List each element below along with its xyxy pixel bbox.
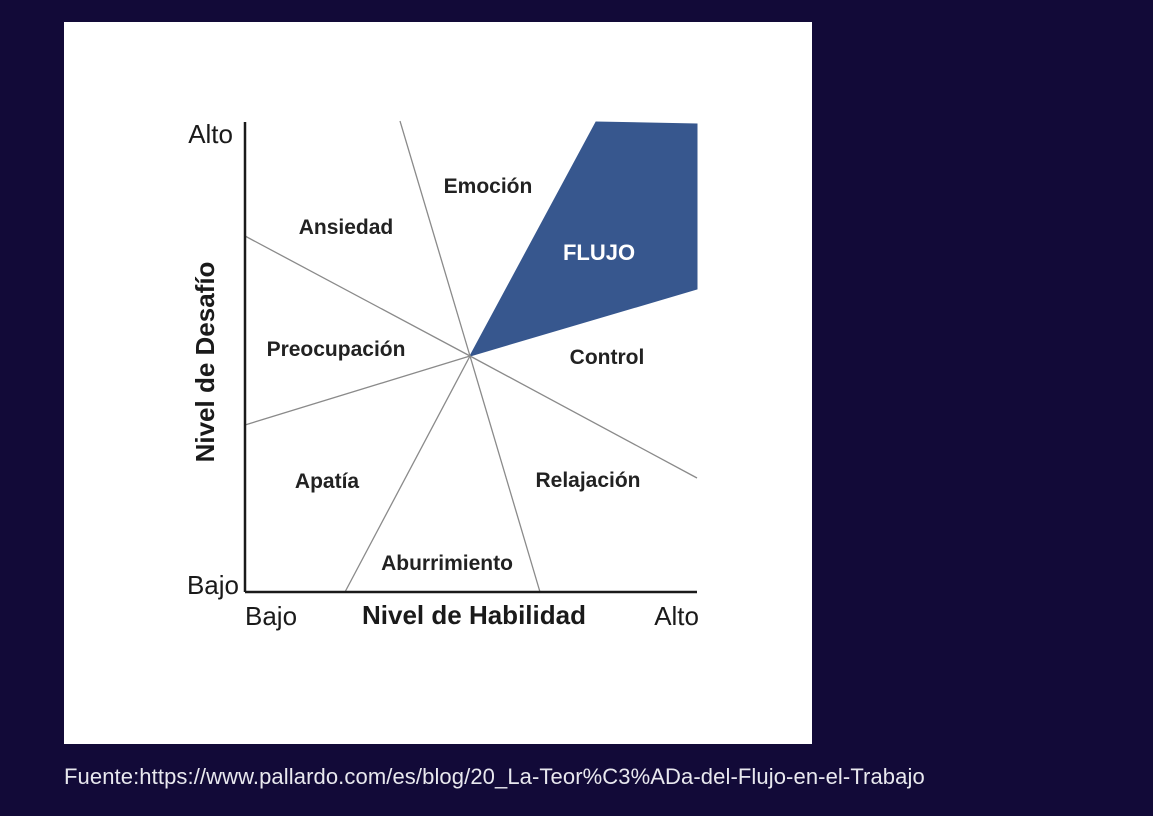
flow-region	[468, 121, 698, 357]
region-label-ansiedad: Ansiedad	[299, 216, 394, 239]
x-axis-low-label: Bajo	[245, 601, 297, 631]
divider-line-apatia-aburrimiento	[344, 355, 471, 593]
divider-line-relajacion-control	[469, 355, 698, 479]
x-axis-title: Nivel de Habilidad	[362, 600, 586, 630]
x-axis-high-label: Alto	[654, 601, 699, 631]
region-label-emocion: Emoción	[444, 175, 533, 198]
y-axis-high-label: Alto	[188, 119, 233, 149]
divider-line-preocupacion-apatia	[244, 355, 471, 426]
divider-line-ansiedad-preocupacion	[244, 235, 471, 357]
divider-line-emocion-ansiedad	[399, 120, 471, 357]
region-label-relajacion: Relajación	[535, 469, 640, 492]
region-label-control: Control	[570, 346, 645, 369]
region-label-flujo: FLUJO	[563, 240, 635, 265]
region-label-apatia: Apatía	[295, 470, 360, 493]
y-axis-low-label: Bajo	[187, 570, 239, 600]
region-label-aburrimiento: Aburrimiento	[381, 552, 513, 575]
source-caption: Fuente:https://www.pallardo.com/es/blog/…	[64, 764, 925, 789]
region-label-preocupacion: Preocupación	[267, 338, 406, 361]
y-axis-title: Nivel de Desafío	[190, 262, 220, 463]
divider-line-aburrimiento-relajacion	[469, 355, 541, 593]
